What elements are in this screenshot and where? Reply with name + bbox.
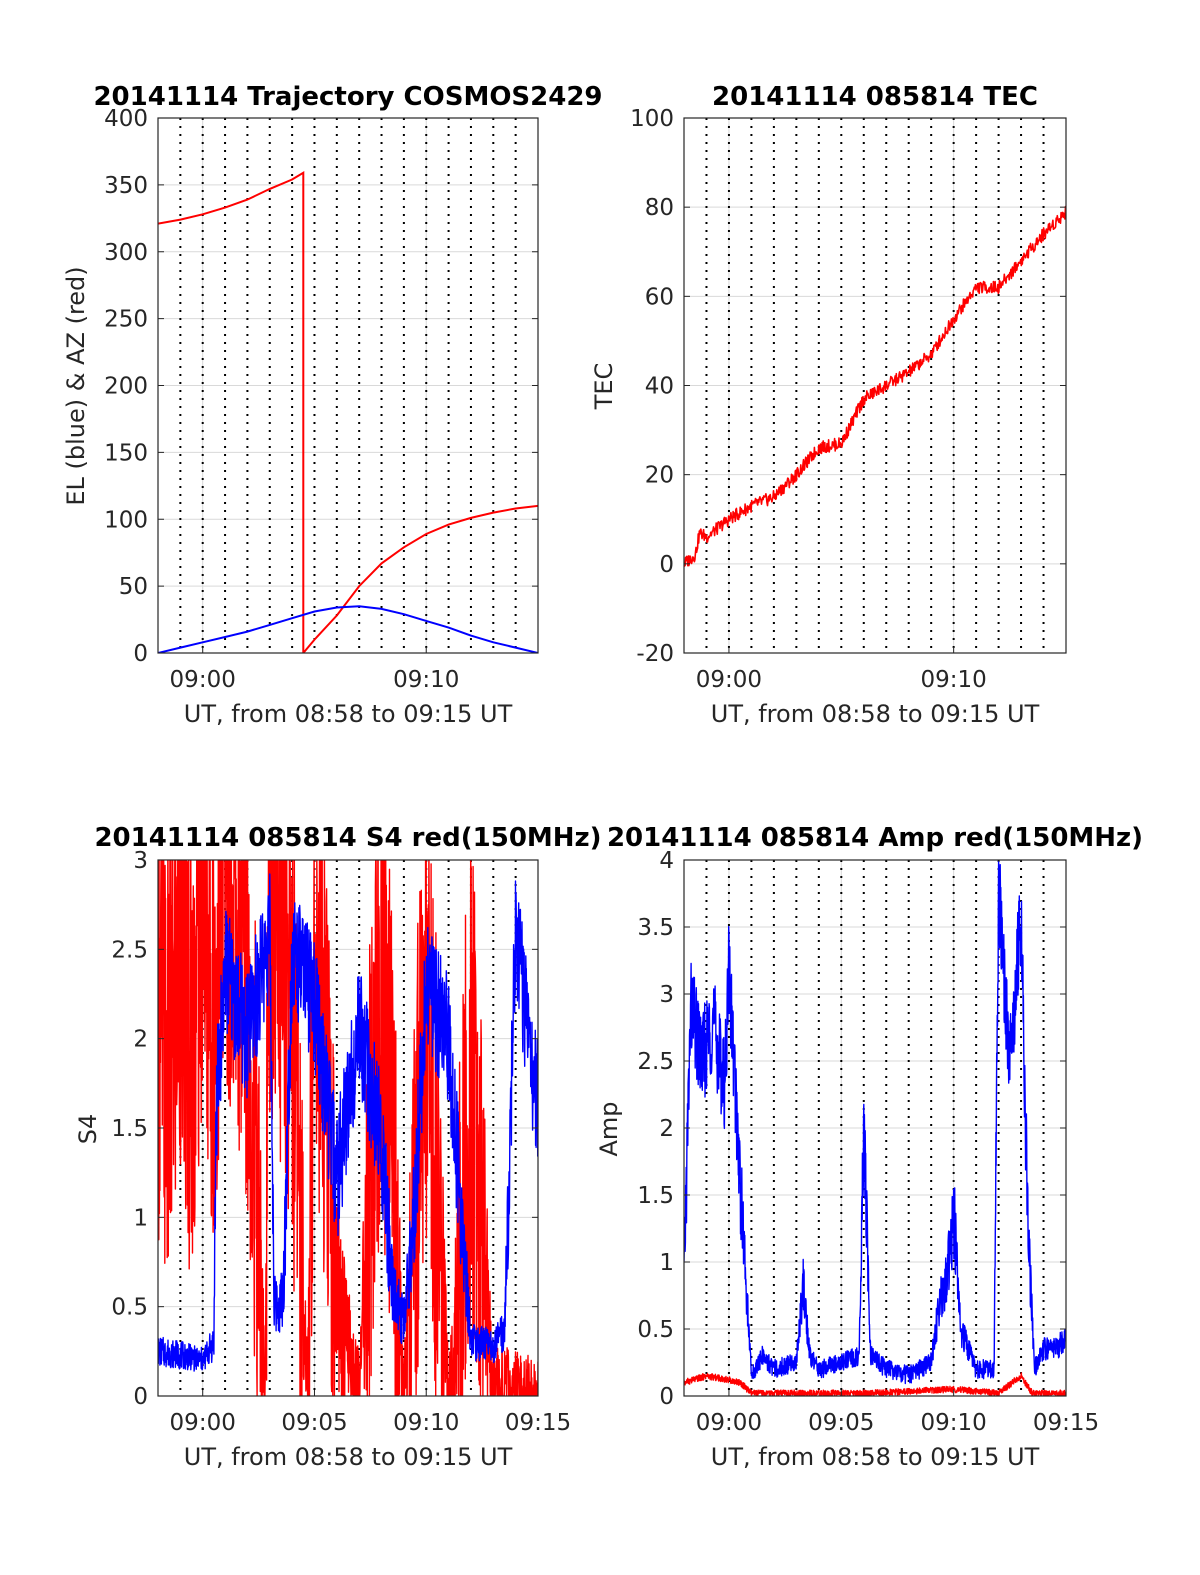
- title-s4: 20141114 085814 S4 red(150MHz): [94, 823, 601, 853]
- series-line-elevation: [158, 605, 538, 653]
- ylabel-s4: S4: [74, 1114, 102, 1145]
- y-tick-label: 400: [104, 106, 148, 132]
- x-tick-label: 09:00: [170, 1410, 236, 1436]
- y-tick-label: 100: [104, 507, 148, 533]
- series-line-red: [158, 860, 538, 1396]
- panel-trajectory: 20141114 Trajectory COSMOS2429 0 50 100 150…: [62, 82, 603, 728]
- ylabel-amp: Amp: [595, 1101, 623, 1156]
- y-tick-label: 3.5: [637, 915, 674, 941]
- ylabel-trajectory: EL (blue) & AZ (red): [62, 266, 90, 505]
- series-line-red: [684, 1372, 1066, 1396]
- y-tick-label: 3: [659, 982, 674, 1008]
- y-tick-label: 1: [659, 1250, 674, 1276]
- series-group: [158, 860, 538, 1396]
- panel-amp: 20141114 085814 Amp red(150MHz) 0 0.5 1 1.5…: [595, 823, 1143, 1471]
- series-line-blue: [158, 873, 538, 1372]
- y-tick-label: 200: [104, 374, 148, 400]
- x-tick-label: 09:00: [170, 667, 236, 693]
- y-tick-label: 300: [104, 240, 148, 266]
- y-tick-label: 2.5: [111, 937, 148, 963]
- series-line-azimuth: [158, 171, 538, 653]
- x-tick-label: 09:10: [393, 1410, 459, 1436]
- y-tick-label: 20: [645, 463, 674, 489]
- y-tick-label: 100: [630, 106, 674, 132]
- y-tick-label: 0: [659, 1384, 674, 1410]
- series-group: [158, 171, 538, 653]
- x-tick-label: 09:05: [281, 1410, 347, 1436]
- series-group: [684, 205, 1066, 567]
- y-tick-label: -20: [636, 641, 674, 667]
- plot-area-amp: 0 0.5 1 1.5 2 2.5 3 3.5 4 09:00 09:05 09:10 09:15: [637, 848, 1099, 1436]
- x-tick-label: 09:15: [1033, 1410, 1099, 1436]
- x-tick-label: 09:00: [696, 667, 762, 693]
- y-tick-label: 2.5: [637, 1049, 674, 1075]
- y-tick-label: 350: [104, 173, 148, 199]
- y-tick-label: 1.5: [111, 1116, 148, 1142]
- xlabel-amp: UT, from 08:58 to 09:15 UT: [711, 1443, 1040, 1471]
- y-tick-label: 3: [133, 848, 148, 874]
- y-tick-label: 0.5: [111, 1295, 148, 1321]
- y-tick-label: 1.5: [637, 1183, 674, 1209]
- panel-tec: 20141114 085814 TEC -20 0 20 40 60 80 100 09:00…: [590, 82, 1067, 728]
- y-tick-label: 150: [104, 440, 148, 466]
- y-tick-label: 250: [104, 307, 148, 333]
- xlabel-tec: UT, from 08:58 to 09:15 UT: [711, 700, 1040, 728]
- xlabel-trajectory: UT, from 08:58 to 09:15 UT: [184, 700, 513, 728]
- y-tick-label: 1: [133, 1205, 148, 1231]
- x-tick-label: 09:10: [920, 667, 986, 693]
- plot-area-trajectory: 0 50 100 150 200 250 300 350 400 09:00 09:10: [104, 106, 539, 693]
- x-tick-label: 09:05: [808, 1410, 874, 1436]
- x-tick-label: 09:00: [696, 1410, 762, 1436]
- y-tick-label: 0.5: [637, 1317, 674, 1343]
- x-tick-label: 09:15: [505, 1410, 571, 1436]
- y-tick-label: 2: [133, 1027, 148, 1053]
- x-tick-label: 09:10: [393, 667, 459, 693]
- title-tec: 20141114 085814 TEC: [712, 82, 1038, 112]
- y-tick-label: 0: [133, 1384, 148, 1410]
- series-line-blue: [684, 861, 1066, 1385]
- title-trajectory: 20141114 Trajectory COSMOS2429: [93, 82, 602, 112]
- ylabel-tec: TEC: [590, 363, 618, 411]
- y-tick-label: 40: [645, 374, 674, 400]
- y-tick-label: 50: [119, 574, 148, 600]
- y-tick-label: 60: [645, 284, 674, 310]
- y-tick-label: 0: [133, 641, 148, 667]
- title-amp: 20141114 085814 Amp red(150MHz): [607, 823, 1143, 853]
- plot-area-s4: 0 0.5 1 1.5 2 2.5 3 09:00 09:05 09:10 09:15: [111, 848, 571, 1436]
- x-tick-label: 09:10: [920, 1410, 986, 1436]
- y-tick-label: 2: [659, 1116, 674, 1142]
- xlabel-s4: UT, from 08:58 to 09:15 UT: [184, 1443, 513, 1471]
- panel-s4: 20141114 085814 S4 red(150MHz) 0 0.5 1 1.5 2…: [74, 823, 602, 1471]
- y-tick-label: 4: [659, 848, 674, 874]
- plot-area-tec: -20 0 20 40 60 80 100 09:00 09:10: [630, 106, 1067, 693]
- y-tick-label: 0: [659, 552, 674, 578]
- series-group: [684, 861, 1066, 1396]
- series-line-red: [684, 205, 1066, 567]
- y-tick-label: 80: [645, 195, 674, 221]
